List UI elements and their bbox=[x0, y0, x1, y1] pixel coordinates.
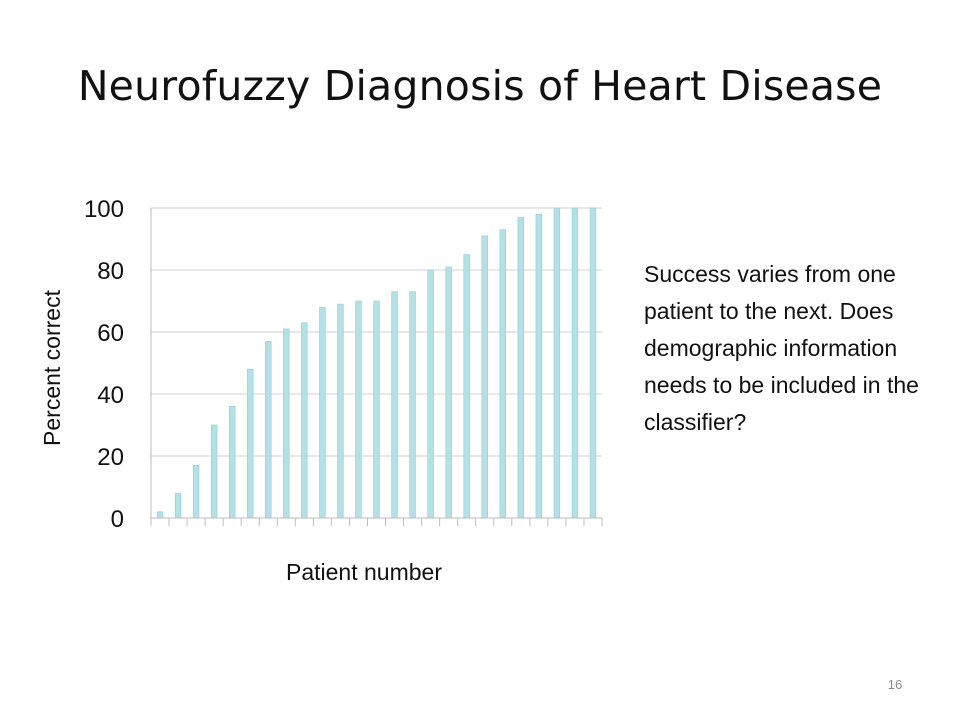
bars bbox=[156, 207, 597, 519]
bar bbox=[319, 306, 326, 519]
bar bbox=[301, 322, 308, 519]
bar bbox=[517, 217, 525, 519]
y-tick-labels: 0 20 40 60 80 100 bbox=[84, 196, 124, 533]
y-axis-label: Percent correct bbox=[39, 289, 65, 446]
slide-title: Neurofuzzy Diagnosis of Heart Disease bbox=[77, 62, 883, 110]
x-axis-label: Patient number bbox=[286, 559, 442, 585]
page-number: 16 bbox=[887, 677, 903, 692]
bar bbox=[210, 424, 218, 519]
y-tick-label: 20 bbox=[97, 444, 124, 471]
bar bbox=[156, 511, 164, 519]
y-tick-label: 60 bbox=[97, 320, 124, 347]
y-tick-label: 40 bbox=[97, 382, 124, 409]
bar bbox=[373, 300, 380, 519]
bar bbox=[174, 492, 182, 519]
y-tick-label: 100 bbox=[84, 196, 124, 223]
bar bbox=[481, 235, 488, 519]
bar bbox=[535, 213, 543, 519]
bar bbox=[463, 254, 470, 519]
bar bbox=[192, 464, 200, 519]
bar bbox=[283, 328, 290, 519]
bar bbox=[247, 368, 254, 519]
y-tick-label: 0 bbox=[111, 506, 124, 533]
bar bbox=[391, 291, 398, 519]
bar bbox=[265, 340, 272, 519]
bar bbox=[445, 266, 452, 519]
bar bbox=[499, 229, 506, 519]
bar bbox=[337, 303, 344, 519]
bar bbox=[589, 207, 597, 519]
axes bbox=[150, 208, 603, 526]
y-tick-label: 80 bbox=[97, 258, 124, 285]
bar bbox=[553, 207, 561, 519]
side-note: Success varies from one patient to the n… bbox=[644, 261, 919, 435]
bar bbox=[228, 406, 236, 519]
bar bbox=[571, 207, 579, 519]
bar bbox=[427, 269, 434, 519]
bar bbox=[355, 300, 362, 519]
bar bbox=[409, 291, 416, 519]
